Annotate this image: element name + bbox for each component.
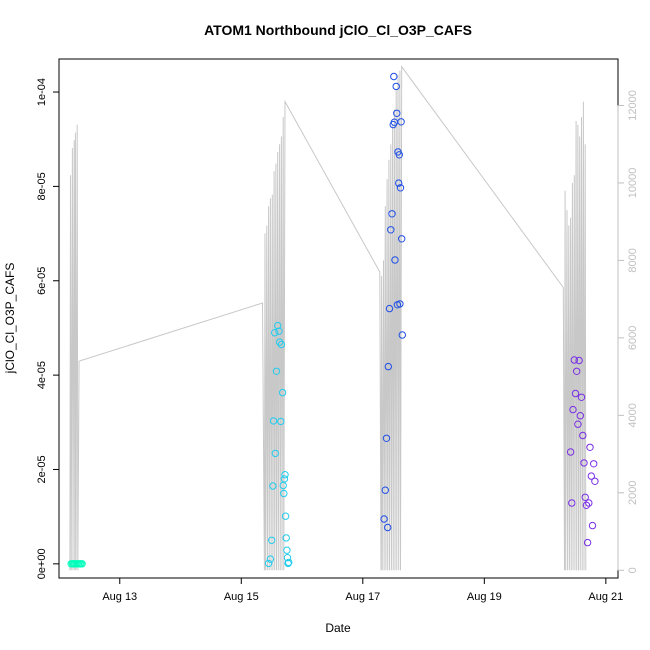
data-point [278,388,287,397]
data-point [392,82,400,91]
y2-tick-label: 0 [627,567,639,573]
data-point [269,482,277,490]
data-point [586,443,594,451]
data-point [396,184,405,192]
data-point [385,304,394,313]
data-point [78,560,86,568]
data-point [275,338,284,346]
y2-tick-label: 4000 [627,403,639,427]
y-tick-label: 1e-04 [36,78,48,106]
x-axis-label: Date [325,621,351,635]
data-point [277,340,286,349]
data-point [579,431,587,440]
data-point [396,300,404,308]
data-point [568,499,576,507]
data-point [277,417,285,426]
data-point [571,389,580,398]
y-tick-label: 0e+00 [36,548,48,579]
y2-tick-label: 2000 [627,481,639,505]
secondary-series-layer [69,65,587,571]
data-point [570,356,578,364]
data-point [271,449,279,458]
data-point [387,226,395,234]
data-point [281,471,289,479]
data-point [382,434,391,442]
data-points-layer [67,72,599,568]
data-point [576,412,584,420]
data-point [573,367,581,375]
x-tick-label: Aug 15 [224,591,259,603]
data-point [582,501,591,509]
data-point [384,523,392,532]
data-point [283,546,291,554]
data-point [574,420,582,428]
data-point [264,559,273,568]
x-axis: Aug 13 Aug 15 Aug 17 Aug 19 Aug 21 [102,578,623,603]
data-point [395,179,403,187]
y-tick-label: 8e-05 [36,172,48,200]
data-point [388,210,396,218]
x-tick-label: Aug 21 [588,591,623,603]
data-point [266,555,275,563]
y-tick-label: 4e-05 [36,361,48,389]
data-point [281,512,290,520]
data-point [381,486,389,494]
data-point [391,256,399,264]
data-point [585,499,593,507]
data-point [395,151,403,159]
data-point [575,356,583,365]
data-point [280,475,289,483]
data-point [580,459,588,467]
data-point [275,327,283,335]
data-point [280,489,288,498]
y2-tick-label: 10000 [627,168,639,199]
data-point [587,472,595,480]
data-point [591,477,599,485]
data-point [581,493,589,501]
data-point [380,515,388,523]
data-point [285,558,293,567]
x-tick-label: Aug 17 [345,591,380,603]
data-point [283,554,292,562]
data-point [282,534,290,542]
y-axis-label: jClO_Cl_O3P_CAFS [3,263,17,375]
y2-tick-label: 12000 [627,90,639,121]
data-point [271,329,279,337]
data-point [590,460,598,468]
data-point [390,72,398,81]
data-point [397,118,405,126]
chart-title: ATOM1 Northbound jClO_Cl_O3P_CAFS [204,22,472,38]
data-point [272,367,281,375]
secondary-series-line [69,65,587,571]
data-point [577,393,586,401]
data-point [398,331,406,339]
y2-tick-label: 8000 [627,248,639,272]
data-point [398,235,406,243]
y2-tick-label: 6000 [627,326,639,350]
y-tick-label: 6e-05 [36,267,48,295]
data-point [269,417,278,425]
y-tick-label: 2e-05 [36,455,48,483]
data-point [569,405,577,414]
data-point [583,538,592,547]
x-tick-label: Aug 19 [467,591,502,603]
plot-frame [58,58,619,579]
data-point [393,109,401,118]
x-tick-label: Aug 13 [102,591,137,603]
data-point [566,448,575,456]
y2-axis: 0 2000 4000 6000 8000 10000 12000 [617,90,639,573]
y-axis: 0e+00 2e-05 4e-05 6e-05 8e-05 1e-04 [36,78,59,579]
data-point [274,321,282,330]
data-point [384,362,392,371]
data-point [588,521,597,530]
data-point [268,536,276,544]
